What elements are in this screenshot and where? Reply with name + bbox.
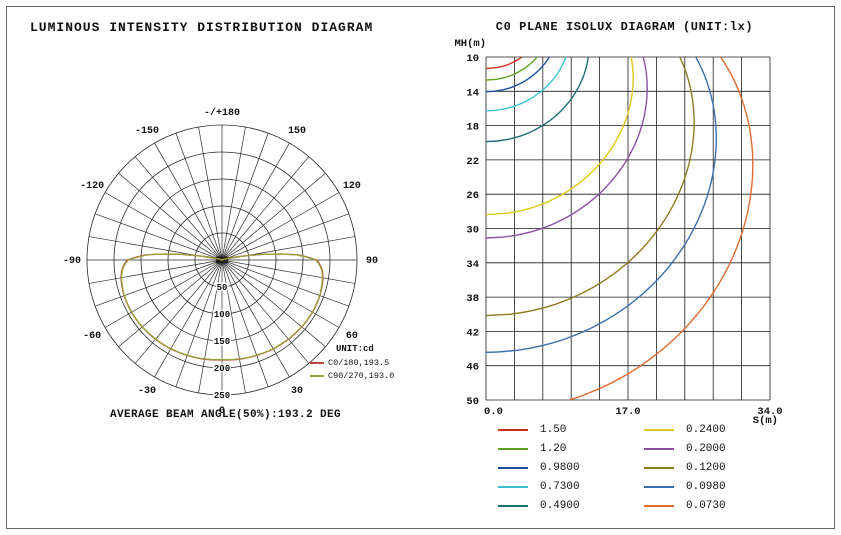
legend-swatch <box>644 447 674 450</box>
mh-axis-label: MH(m) <box>454 38 486 50</box>
polar-legend-title: UNIT:cd <box>336 344 374 354</box>
right-chart-title: C0 PLANE ISOLUX DIAGRAM (UNIT:lx) <box>495 20 754 34</box>
tick-label: -120 <box>80 181 104 192</box>
beam-angle-note: AVERAGE BEAM ANGLE(50%):193.2 DEG <box>109 409 342 421</box>
legend-entry: 0.7300 <box>498 477 644 496</box>
tick-label: 150 <box>214 337 230 347</box>
tick-label: -30 <box>138 386 156 397</box>
tick-label: 50 <box>217 283 228 293</box>
legend-swatch <box>644 504 674 507</box>
tick-label: 200 <box>214 364 230 374</box>
tick-label: 30 <box>466 225 479 237</box>
legend-swatch <box>310 361 324 364</box>
legend-label: 0.0980 <box>686 480 726 493</box>
tick-label: 150 <box>288 126 306 137</box>
legend-label: 1.20 <box>540 442 567 455</box>
tick-label: -/+180 <box>204 107 240 119</box>
tick-label: 30 <box>291 386 303 397</box>
legend-entry: C90/270,193.0 <box>310 369 394 382</box>
tick-label: 34 <box>466 259 479 271</box>
legend-swatch <box>310 374 324 377</box>
legend-entry: 0.0980 <box>644 477 790 496</box>
tick-label: 34.0 <box>757 406 782 418</box>
legend-swatch <box>498 504 528 507</box>
legend-label: 0.1200 <box>686 461 726 474</box>
s-axis-label: S(m) <box>752 415 778 427</box>
tick-label: 0 <box>219 406 225 417</box>
legend-swatch <box>498 428 528 431</box>
legend-swatch <box>644 428 674 431</box>
polar-grid <box>86 124 358 396</box>
polar-legend: UNIT:cd C0/180,193.5 C90/270,193.0 <box>310 344 394 382</box>
polar-legend-rows: C0/180,193.5 C90/270,193.0 <box>310 356 394 382</box>
legend-entry: 0.2000 <box>644 439 790 458</box>
tick-label: -60 <box>83 331 101 342</box>
legend-entry: 1.20 <box>498 439 644 458</box>
legend-label: 0.7300 <box>540 480 580 493</box>
tick-label: 42 <box>466 327 479 339</box>
tick-label: 38 <box>466 293 479 305</box>
tick-label: 18 <box>466 122 479 134</box>
legend-entry: C0/180,193.5 <box>310 356 394 369</box>
legend-swatch <box>498 447 528 450</box>
polar-curves <box>120 253 324 361</box>
tick-label: 26 <box>466 190 479 202</box>
tick-label: 0.0 <box>484 406 503 418</box>
legend-entry: 0.4900 <box>498 496 644 515</box>
legend-entry: 0.2400 <box>644 420 790 439</box>
isolux-legend-left-column: 1.50 1.20 0.9800 0.7300 0.4900 <box>498 420 644 515</box>
tick-label: 17.0 <box>615 406 640 418</box>
legend-entry: 0.1200 <box>644 458 790 477</box>
legend-swatch <box>498 466 528 469</box>
tick-label: -90 <box>63 256 81 267</box>
legend-entry: 1.50 <box>498 420 644 439</box>
isolux-curves <box>486 57 754 400</box>
legend-label: 0.4900 <box>540 499 580 512</box>
tick-label: 14 <box>466 87 479 99</box>
tick-label: 60 <box>346 331 358 342</box>
legend-label: C0/180,193.5 <box>328 357 390 368</box>
legend-entry: 0.9800 <box>498 458 644 477</box>
polar-labels: 0 30 -30 60 -60 90 -90 120 -120 150 -150 -/+180 50 10… <box>63 107 378 417</box>
tick-label: 120 <box>343 181 361 192</box>
legend-swatch <box>644 485 674 488</box>
tick-label: 50 <box>466 396 479 408</box>
legend-label: 0.2400 <box>686 423 726 436</box>
legend-swatch <box>498 485 528 488</box>
tick-label: 46 <box>466 362 479 374</box>
tick-label: 100 <box>214 310 230 320</box>
isolux-legend: 1.50 1.20 0.9800 0.7300 0.4900 0.2400 0.2000 0… <box>498 420 790 515</box>
isolux-axis-ticks: 10 14 18 22 26 30 34 38 42 46 50 0.0 17.0 34.0 <box>466 53 782 418</box>
tick-label: 250 <box>214 391 230 401</box>
legend-label: 1.50 <box>540 423 567 436</box>
page-border <box>6 6 835 529</box>
tick-label: 22 <box>466 156 479 168</box>
isolux-legend-right-column: 0.2400 0.2000 0.1200 0.0980 0.0730 <box>644 420 790 515</box>
legend-label: 0.2000 <box>686 442 726 455</box>
tick-label: -150 <box>135 126 159 137</box>
tick-label: 10 <box>466 53 479 65</box>
legend-swatch <box>644 466 674 469</box>
legend-label: C90/270,193.0 <box>328 370 395 381</box>
left-chart-title: LUMINOUS INTENSITY DISTRIBUTION DIAGRAM <box>30 20 374 35</box>
legend-label: 0.9800 <box>540 461 580 474</box>
legend-label: 0.0730 <box>686 499 726 512</box>
legend-entry: 0.0730 <box>644 496 790 515</box>
tick-label: 90 <box>366 256 378 267</box>
